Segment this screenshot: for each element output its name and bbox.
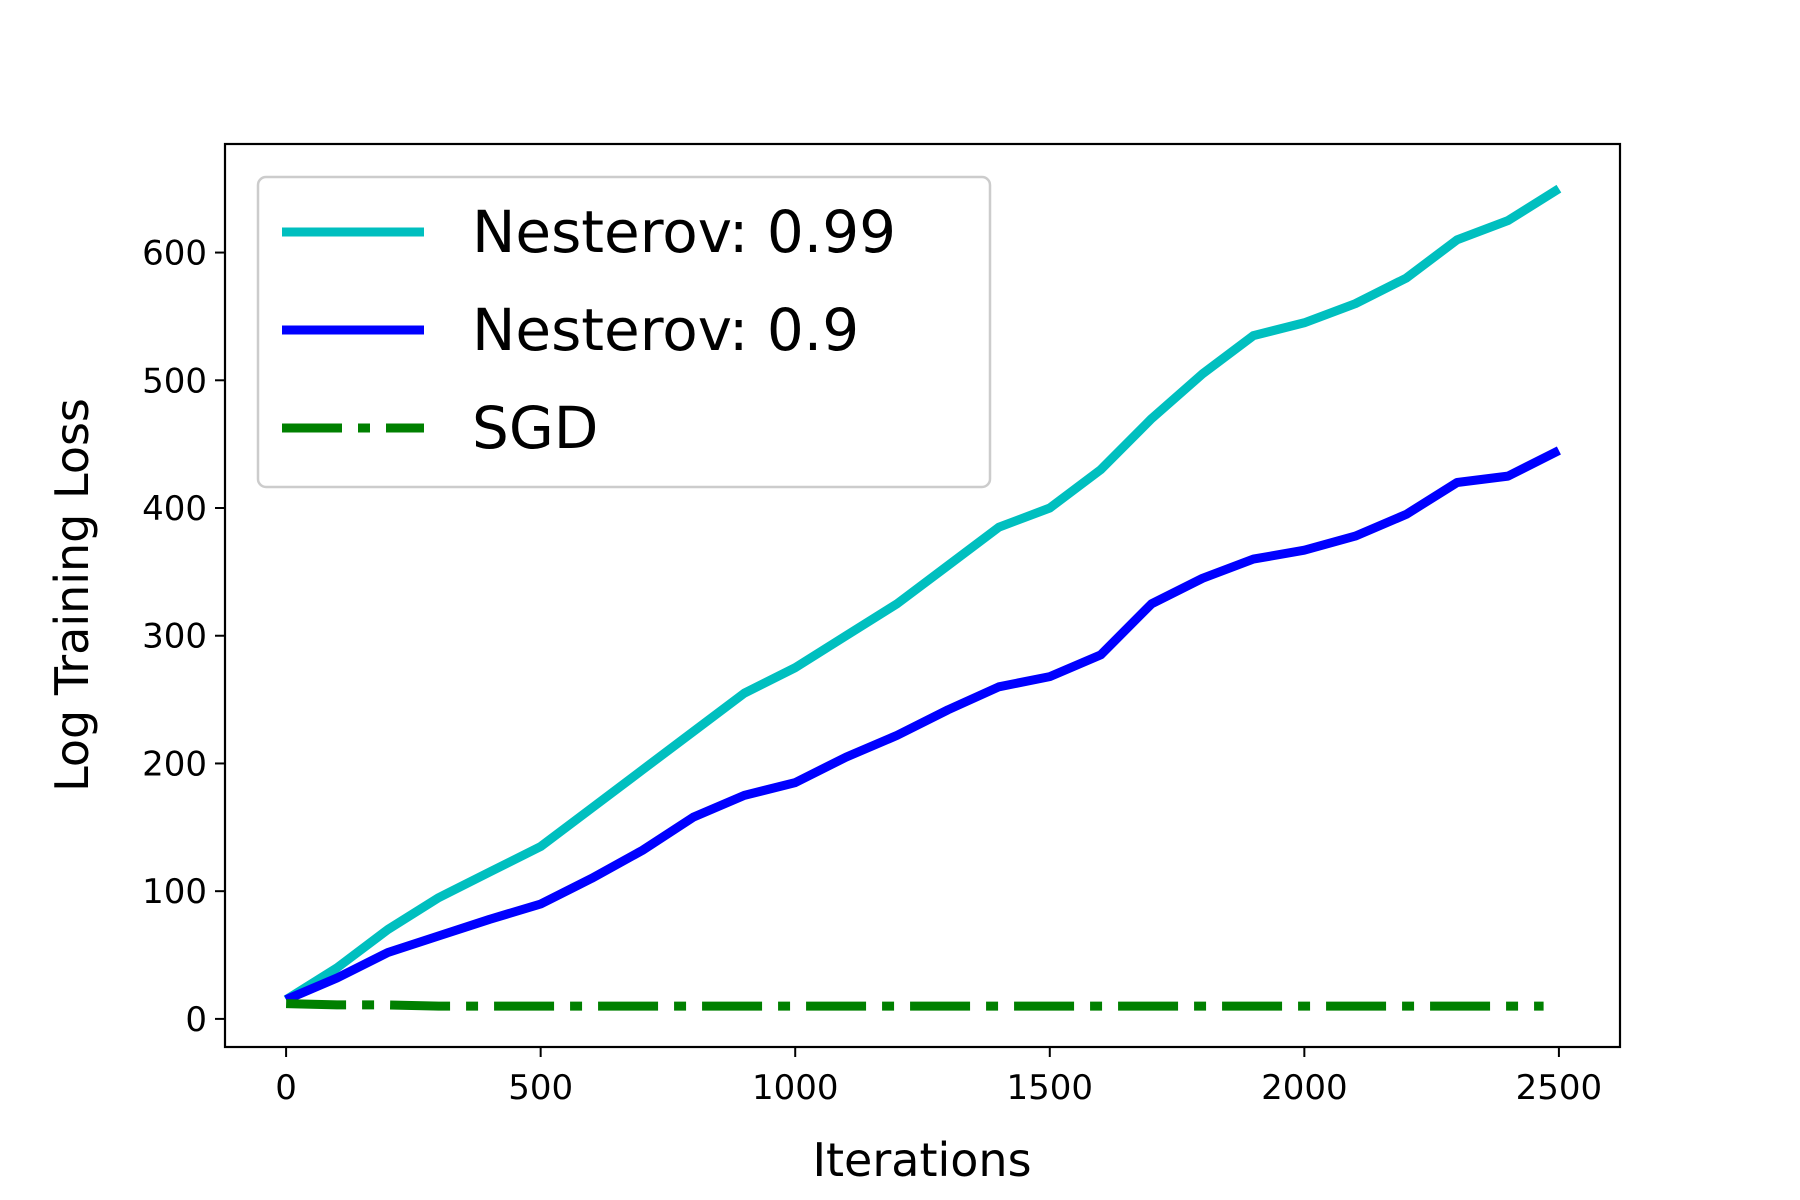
- y-tick-label: 400: [142, 489, 207, 529]
- tick-layer: 0 500 1000 1500 2000 2500 0 100 200 300 400 500 600: [142, 234, 1602, 1108]
- series-layer: [283, 184, 1562, 1011]
- legend: Nesterov: 0.99 Nesterov: 0.9 SGD: [256, 175, 992, 489]
- series-line-2: [285, 999, 1544, 1011]
- plot-frame: [223, 142, 1622, 1049]
- x-tick-label: 1000: [752, 1068, 839, 1108]
- legend-label-sgd: SGD: [472, 394, 598, 462]
- legend-label-nesterov-099: Nesterov: 0.99: [472, 198, 896, 266]
- x-tick-label: 2500: [1516, 1068, 1603, 1108]
- y-axis-label: Log Training Loss: [45, 398, 99, 792]
- y-tick-label: 200: [142, 744, 207, 784]
- legend-label-nesterov-09: Nesterov: 0.9: [472, 296, 859, 364]
- legend-box: [256, 175, 992, 489]
- x-tick-label: 500: [508, 1068, 573, 1108]
- y-tick-label: 100: [142, 872, 207, 912]
- x-tick-label: 0: [275, 1068, 297, 1108]
- series-line-1: [284, 446, 1561, 1004]
- series-line-0: [283, 184, 1562, 1004]
- y-tick-label: 0: [185, 1000, 207, 1040]
- x-axis-label: Iterations: [812, 1133, 1031, 1187]
- y-tick-label: 600: [142, 234, 207, 274]
- x-tick-label: 1500: [1007, 1068, 1094, 1108]
- y-tick-label: 300: [142, 617, 207, 657]
- y-tick-label: 500: [142, 361, 207, 401]
- x-tick-label: 2000: [1261, 1068, 1348, 1108]
